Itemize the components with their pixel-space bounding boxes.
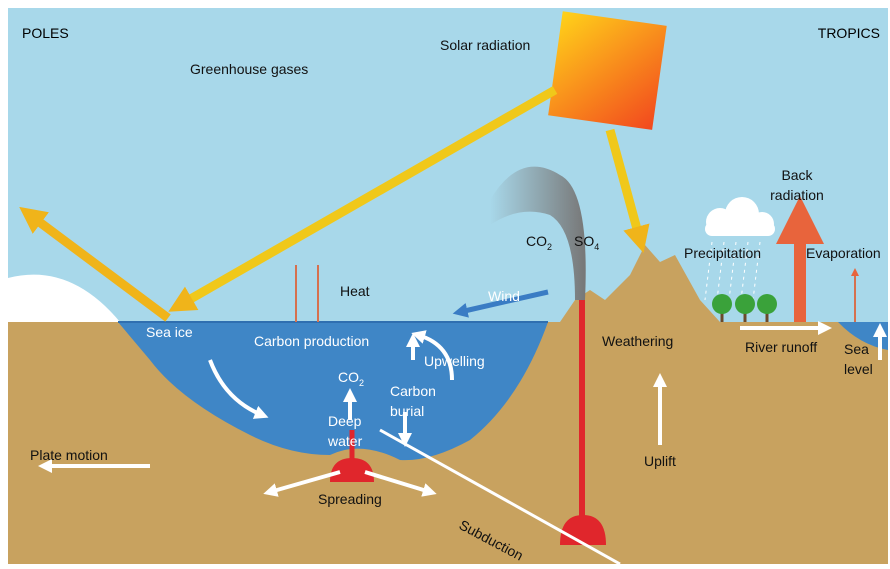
label: CO2 — [338, 369, 364, 388]
label: Back radiation — [770, 167, 824, 203]
label: Precipitation — [684, 245, 761, 261]
label: Sea ice — [146, 324, 193, 340]
label-line: CO — [526, 233, 547, 249]
corner-label: TROPICS — [818, 25, 880, 41]
label-line: Upwelling — [424, 353, 485, 369]
label: Upwelling — [424, 353, 485, 369]
label: Carbon production — [254, 333, 369, 349]
label-line: Weathering — [602, 333, 673, 349]
label: Wind — [488, 288, 520, 304]
label-line: water — [327, 433, 363, 449]
label-line: Solar radiation — [440, 37, 530, 53]
label-line: SO — [574, 233, 594, 249]
label-line: Sea — [844, 341, 869, 357]
label-line: Sea ice — [146, 324, 193, 340]
label-line: Uplift — [644, 453, 676, 469]
label-line: radiation — [770, 187, 824, 203]
label: CO2 — [526, 233, 552, 252]
label-line: River runoff — [745, 339, 817, 355]
label: Spreading — [318, 491, 382, 507]
label-line: burial — [390, 403, 424, 419]
label: Plate motion — [30, 447, 108, 463]
label: Weathering — [602, 333, 673, 349]
subscript: 4 — [594, 242, 599, 252]
label-line: Evaporation — [806, 245, 881, 261]
label-line: Back — [781, 167, 813, 183]
label: Heat — [340, 283, 370, 299]
label-line: Heat — [340, 283, 370, 299]
label-line: Greenhouse gases — [190, 61, 308, 77]
label-line: Carbon — [390, 383, 436, 399]
label-line: Carbon production — [254, 333, 369, 349]
label: Solar radiation — [440, 37, 530, 53]
label: SO4 — [574, 233, 599, 252]
label-line: Wind — [488, 288, 520, 304]
label: Deep water — [327, 413, 363, 449]
subscript: 2 — [359, 378, 364, 388]
label: Sea level — [844, 341, 873, 377]
label-line: level — [844, 361, 873, 377]
corner-label: POLES — [22, 25, 69, 41]
label: Uplift — [644, 453, 676, 469]
label-line: Precipitation — [684, 245, 761, 261]
subscript: 2 — [547, 242, 552, 252]
label: Evaporation — [806, 245, 881, 261]
label-line: Spreading — [318, 491, 382, 507]
label: River runoff — [745, 339, 817, 355]
label: Carbon burial — [390, 383, 436, 419]
label-line: CO — [338, 369, 359, 385]
label-line: Plate motion — [30, 447, 108, 463]
label-line: Deep — [328, 413, 362, 429]
label: Greenhouse gases — [190, 61, 308, 77]
